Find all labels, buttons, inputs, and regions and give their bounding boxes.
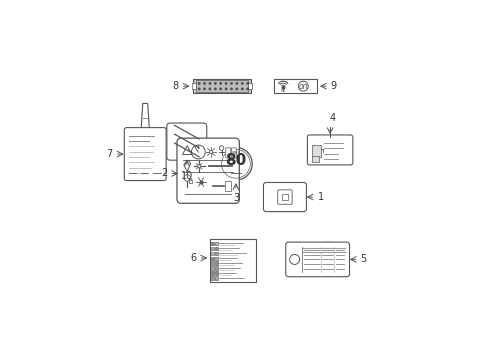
Circle shape <box>236 82 238 85</box>
FancyBboxPatch shape <box>215 252 218 255</box>
FancyBboxPatch shape <box>215 266 218 270</box>
FancyBboxPatch shape <box>196 80 247 92</box>
Text: 5: 5 <box>361 255 367 264</box>
Text: 2: 2 <box>161 168 167 179</box>
FancyBboxPatch shape <box>167 123 207 160</box>
FancyBboxPatch shape <box>193 83 196 90</box>
FancyBboxPatch shape <box>211 271 214 275</box>
FancyBboxPatch shape <box>215 257 218 260</box>
Circle shape <box>236 88 238 90</box>
FancyBboxPatch shape <box>211 252 214 255</box>
FancyBboxPatch shape <box>215 247 218 250</box>
Circle shape <box>209 88 211 90</box>
FancyBboxPatch shape <box>124 127 166 181</box>
FancyBboxPatch shape <box>286 242 349 277</box>
Circle shape <box>241 82 244 85</box>
FancyBboxPatch shape <box>274 79 317 93</box>
FancyBboxPatch shape <box>278 190 292 204</box>
Circle shape <box>203 82 206 85</box>
FancyBboxPatch shape <box>282 194 288 200</box>
FancyBboxPatch shape <box>211 261 214 265</box>
FancyBboxPatch shape <box>211 257 214 260</box>
FancyBboxPatch shape <box>211 266 214 270</box>
Text: 7: 7 <box>106 149 113 159</box>
Text: 9: 9 <box>331 81 337 91</box>
Circle shape <box>220 148 252 180</box>
FancyBboxPatch shape <box>211 247 214 250</box>
Text: 6: 6 <box>190 253 196 263</box>
Text: 80: 80 <box>225 153 246 168</box>
Circle shape <box>198 165 200 168</box>
Circle shape <box>220 82 222 85</box>
Circle shape <box>203 88 206 90</box>
Text: MAX: MAX <box>231 151 241 155</box>
FancyBboxPatch shape <box>194 79 251 93</box>
FancyBboxPatch shape <box>215 242 218 245</box>
FancyBboxPatch shape <box>215 276 218 280</box>
Circle shape <box>230 88 233 90</box>
Circle shape <box>214 88 217 90</box>
FancyBboxPatch shape <box>307 135 353 165</box>
Text: on: on <box>298 82 308 91</box>
Circle shape <box>246 88 249 90</box>
FancyBboxPatch shape <box>312 145 321 157</box>
FancyBboxPatch shape <box>248 83 252 90</box>
Text: 1: 1 <box>318 192 323 202</box>
FancyBboxPatch shape <box>231 148 236 158</box>
Circle shape <box>225 88 227 90</box>
FancyBboxPatch shape <box>312 156 319 162</box>
Circle shape <box>241 88 244 90</box>
Circle shape <box>198 88 200 90</box>
Text: 4: 4 <box>330 113 336 123</box>
FancyBboxPatch shape <box>225 181 231 190</box>
Text: 8: 8 <box>172 81 178 91</box>
Circle shape <box>198 82 200 85</box>
Circle shape <box>225 82 227 85</box>
FancyBboxPatch shape <box>211 276 214 280</box>
FancyBboxPatch shape <box>226 148 231 158</box>
FancyBboxPatch shape <box>211 242 214 245</box>
Circle shape <box>230 82 233 85</box>
Text: !: ! <box>186 148 189 153</box>
FancyBboxPatch shape <box>264 183 306 212</box>
Circle shape <box>214 82 217 85</box>
FancyBboxPatch shape <box>215 261 218 265</box>
FancyBboxPatch shape <box>177 138 239 203</box>
Text: 10: 10 <box>181 171 193 181</box>
FancyBboxPatch shape <box>215 271 218 275</box>
Text: 3: 3 <box>233 193 239 203</box>
Circle shape <box>220 88 222 90</box>
Circle shape <box>209 82 211 85</box>
Circle shape <box>210 150 213 153</box>
Text: NB: NB <box>281 89 286 93</box>
FancyBboxPatch shape <box>210 239 256 282</box>
Circle shape <box>246 82 249 85</box>
FancyBboxPatch shape <box>189 180 192 183</box>
